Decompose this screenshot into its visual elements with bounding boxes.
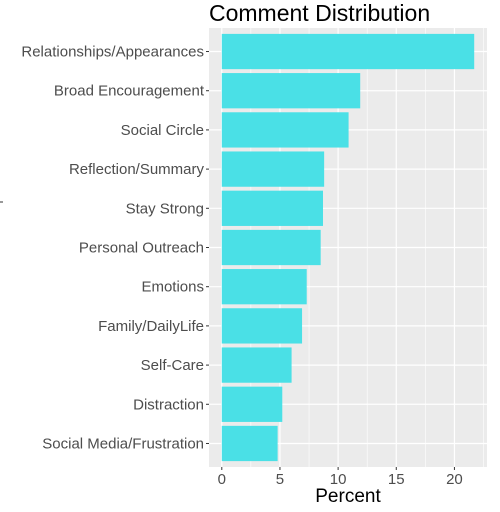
bar — [221, 229, 321, 266]
bars — [221, 33, 475, 462]
bar — [221, 347, 292, 383]
chart-title: Comment Distribution — [209, 0, 430, 26]
bar — [221, 190, 323, 226]
y-tick-label: Family/DailyLife — [98, 318, 204, 335]
y-tick-label: Reflection/Summary — [69, 161, 205, 178]
y-tick-label: Social Media/Frustration — [42, 435, 204, 452]
x-tick-label: 20 — [446, 471, 463, 488]
x-tick-label: 0 — [218, 471, 226, 488]
bar — [221, 386, 283, 422]
x-tick-label: 15 — [388, 471, 405, 488]
y-axis: Relationships/Appearances Broad Encourage… — [21, 44, 209, 452]
bar — [221, 308, 303, 344]
bar — [221, 425, 278, 462]
bar — [221, 73, 361, 109]
y-tick-label: Emotions — [141, 279, 204, 296]
y-tick-label: Stay Strong — [126, 200, 204, 217]
bar — [221, 269, 307, 305]
y-tick-label: Social Circle — [121, 122, 204, 139]
y-tick-label: Relationships/Appearances — [21, 44, 204, 61]
bar — [221, 33, 475, 70]
y-tick-label: Self-Care — [141, 357, 204, 374]
x-axis-title: Percent — [315, 486, 381, 507]
y-tick-label: Distraction — [133, 396, 204, 413]
y-tick-label: Personal Outreach — [79, 240, 204, 257]
bar — [221, 151, 325, 187]
y-tick-label: Broad Encouragement — [54, 83, 205, 100]
x-tick-label: 10 — [330, 471, 347, 488]
x-tick-label: 5 — [276, 471, 284, 488]
x-axis: 0 5 10 15 20 — [218, 467, 463, 488]
bar — [221, 112, 349, 148]
